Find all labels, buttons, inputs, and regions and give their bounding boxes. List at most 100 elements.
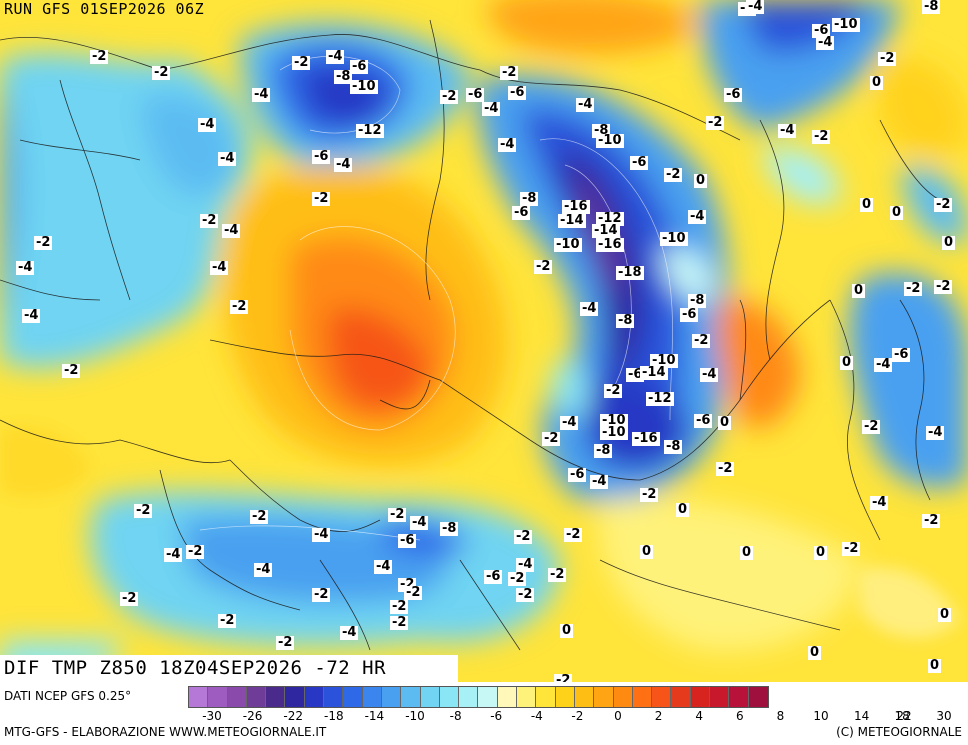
map-value-label: -8 — [616, 313, 635, 328]
legend-tick-label: 22 — [896, 709, 912, 723]
map-value-label: -2 — [862, 419, 881, 434]
legend-swatch — [381, 687, 402, 707]
legend-swatch — [690, 687, 711, 707]
map-value-label: -6 — [626, 367, 645, 382]
map-value-label: -6 — [892, 347, 911, 362]
map-value-label: -2 — [200, 213, 219, 228]
map-value-label: -6 — [630, 155, 649, 170]
map-value-label: -10 — [660, 231, 688, 246]
map-value-label: -10 — [832, 17, 860, 32]
map-value-label: -4 — [198, 117, 217, 132]
legend-swatch — [459, 687, 479, 707]
map-value-label: -4 — [926, 425, 945, 440]
legend-swatch — [613, 687, 633, 707]
map-value-label: -6 — [680, 307, 699, 322]
map-value-label: 0 — [740, 545, 754, 560]
legend-swatch — [401, 687, 421, 707]
map-value-label: -4 — [254, 562, 273, 577]
map-value-label: -4 — [870, 495, 889, 510]
legend-swatch — [652, 687, 672, 707]
map-value-label: -8 — [688, 293, 707, 308]
map-value-label: 0 — [870, 75, 884, 90]
legend-tick-label: -8 — [449, 709, 462, 723]
legend-swatch — [227, 687, 247, 707]
map-value-label: -4 — [560, 415, 579, 430]
map-value-label: -4 — [326, 49, 345, 64]
map-value-label: -4 — [222, 223, 241, 238]
map-value-label: 0 — [938, 607, 952, 622]
map-value-label: -2 — [922, 513, 941, 528]
map-value-label: -2 — [564, 527, 583, 542]
map-value-label: -4 — [874, 357, 893, 372]
map-value-label: -4 — [374, 559, 393, 574]
map-value-label: -4 — [210, 260, 229, 275]
legend-tick-label: 6 — [735, 709, 744, 723]
map-value-label: -16 — [562, 199, 590, 214]
map-value-label: -6 — [466, 87, 485, 102]
map-value-label: -2 — [292, 55, 311, 70]
map-value-label: -6 — [312, 149, 331, 164]
map-value-label: -4 — [498, 137, 517, 152]
map-value-label: -2 — [554, 674, 573, 682]
legend-tick-label: 30 — [936, 709, 952, 723]
map-value-label: -6 — [508, 85, 527, 100]
map-value-label: -2 — [404, 585, 423, 600]
legend-swatch — [189, 687, 209, 707]
map-value-label: -2 — [388, 507, 407, 522]
map-value-label: -2 — [542, 431, 561, 446]
map-value-label: -2 — [716, 461, 735, 476]
map-value-label: -2 — [934, 279, 953, 294]
map-value-label: -14 — [592, 223, 620, 238]
map-value-label: -6 — [694, 413, 713, 428]
legend-tick-label: -22 — [283, 709, 303, 723]
map-value-label: -4 — [590, 474, 609, 489]
legend-swatch — [304, 687, 325, 707]
map-value-label: 0 — [718, 415, 732, 430]
map-value-label: -2 — [134, 503, 153, 518]
map-value-label: -2 — [186, 544, 205, 559]
map-value-label: -10 — [350, 79, 378, 94]
legend-swatch — [246, 687, 267, 707]
legend-tick-label: 10 — [813, 709, 829, 723]
map-value-label: -4 — [816, 35, 835, 50]
map-value-label: -8 — [664, 439, 683, 454]
map-value-label: -4 — [482, 101, 501, 116]
map-value-label: 0 — [942, 235, 956, 250]
map-value-label: -6 — [812, 23, 831, 38]
legend-swatch — [285, 687, 305, 707]
map-value-label: -4 — [312, 527, 331, 542]
legend-tick-label: -14 — [364, 709, 385, 723]
map-value-label: -8 — [922, 0, 941, 14]
legend-tick-label: -26 — [242, 709, 263, 723]
map-value-label: -2 — [692, 333, 711, 348]
map-value-label: 0 — [890, 205, 904, 220]
map-value-label: -2 — [516, 587, 535, 602]
map-value-label: -6 — [484, 569, 503, 584]
boundaries-layer — [0, 19, 941, 651]
legend-swatch — [632, 687, 653, 707]
legend-tick-label: 4 — [695, 709, 704, 723]
legend-swatch — [497, 687, 518, 707]
map-value-label: -8 — [594, 443, 613, 458]
map-value-label: -6 — [398, 533, 417, 548]
map-value-label: -6 — [350, 59, 369, 74]
map-value-label: -4 — [580, 301, 599, 316]
legend-tick-label: 2 — [654, 709, 663, 723]
map-value-label: -8 — [334, 69, 353, 84]
map-value-label: -2 — [812, 129, 831, 144]
map-value-label: -4 — [778, 123, 797, 138]
legend-swatch — [343, 687, 363, 707]
map-value-label: -4 — [576, 97, 595, 112]
legend-tick-label: 14 — [853, 709, 870, 723]
legend-swatch — [594, 687, 614, 707]
map-value-label: -2 — [508, 571, 527, 586]
legend-tick-label: -6 — [490, 709, 503, 723]
legend-swatch — [208, 687, 228, 707]
map-value-label: -2 — [934, 197, 953, 212]
map-value-label: -2 — [152, 65, 171, 80]
map-value-label: -16 — [596, 237, 624, 252]
map-value-label: -18 — [616, 265, 644, 280]
legend-swatch — [555, 687, 575, 707]
map-value-label: -2 — [312, 191, 331, 206]
map-value-label: -6 — [568, 467, 587, 482]
